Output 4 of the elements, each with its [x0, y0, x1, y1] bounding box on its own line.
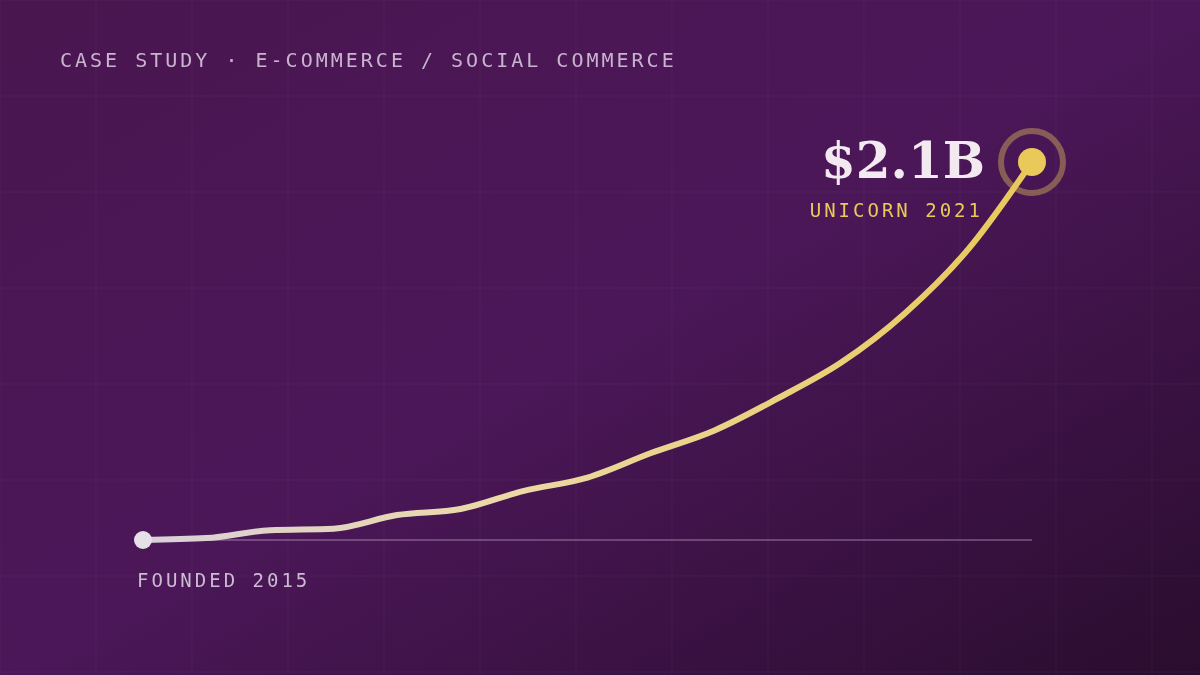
annotation: $2.1B: [820, 131, 985, 190]
annotation: UNICORN 2021: [809, 199, 983, 221]
chart-title: CASE STUDY · E-COMMERCE / SOCIAL COMMERCE: [60, 48, 677, 72]
text: FOUNDED 2015: [137, 569, 311, 591]
